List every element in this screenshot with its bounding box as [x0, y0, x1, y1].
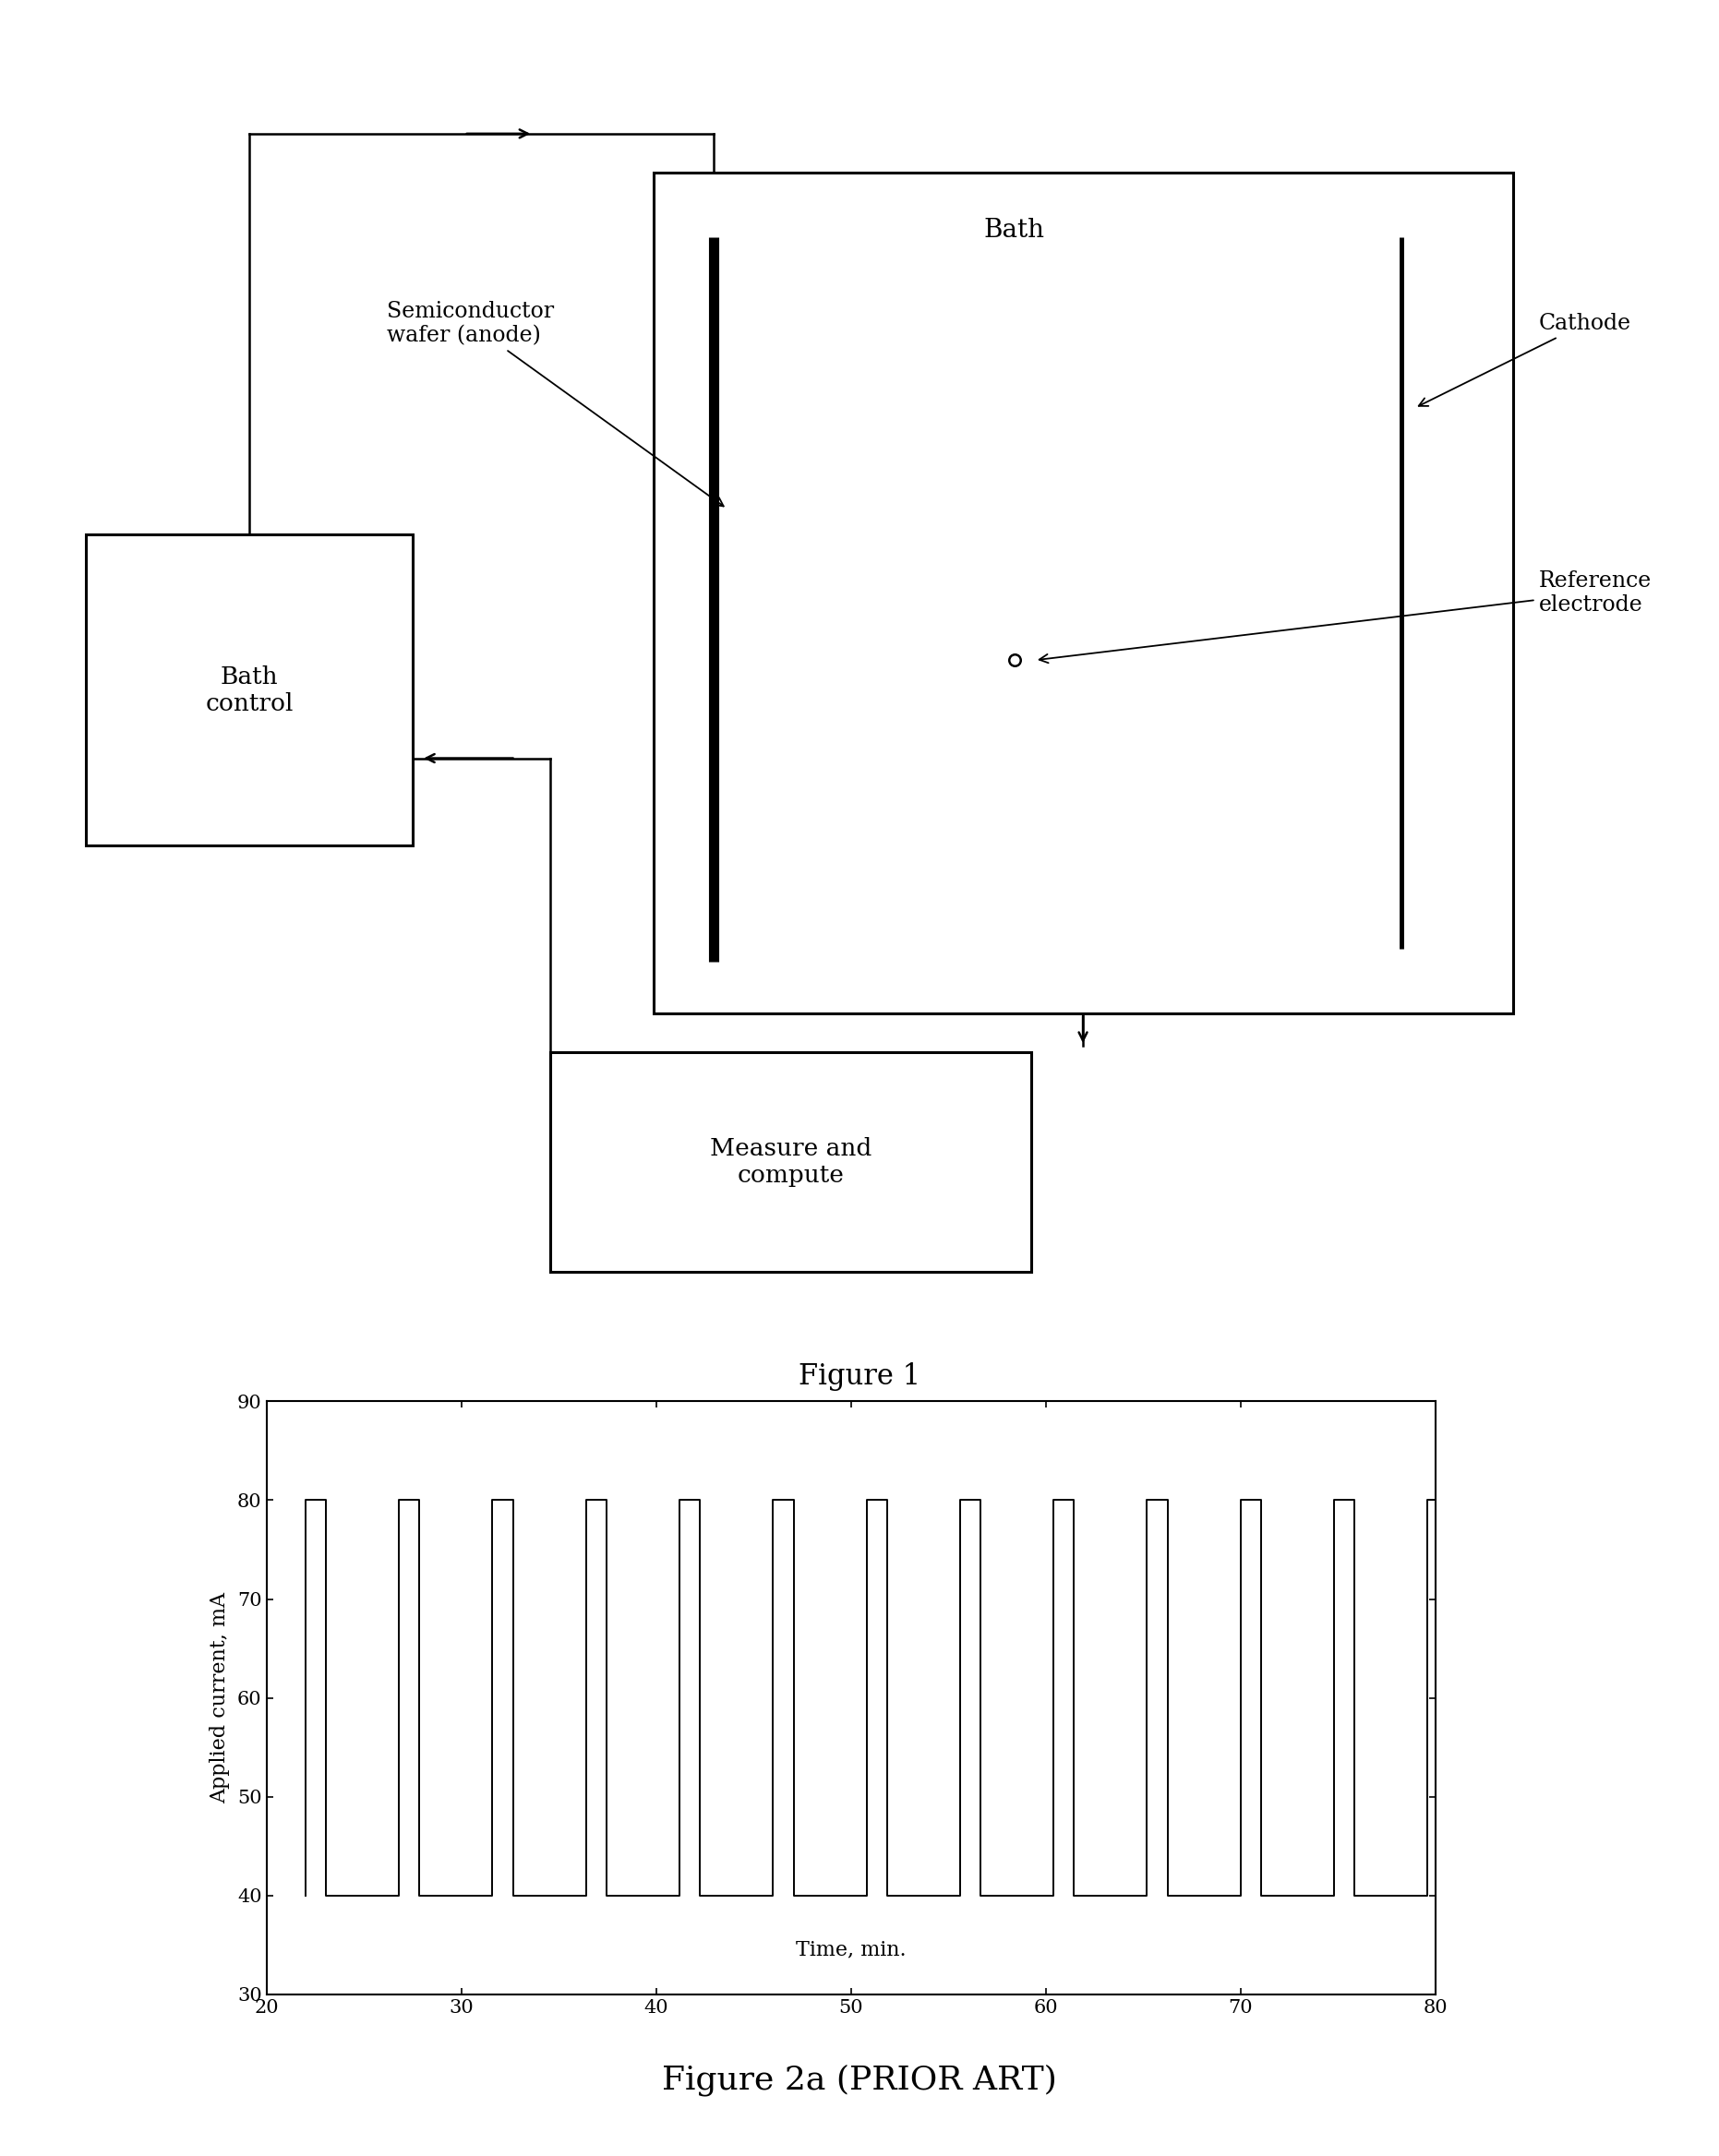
Bar: [550, 1052, 1031, 1272]
Text: Reference
electrode: Reference electrode: [1040, 569, 1652, 662]
Text: Bath
control: Bath control: [205, 664, 294, 716]
Text: Figure 1: Figure 1: [799, 1363, 920, 1391]
Y-axis label: Applied current, mA: Applied current, mA: [210, 1591, 230, 1805]
Text: Semiconductor
wafer (anode): Semiconductor wafer (anode): [387, 302, 724, 507]
Text: Cathode: Cathode: [1418, 313, 1631, 405]
Bar: [653, 172, 1513, 1013]
Text: Time, min.: Time, min.: [796, 1940, 906, 1960]
Text: Figure 2a (PRIOR ART): Figure 2a (PRIOR ART): [662, 2063, 1057, 2096]
Bar: [86, 535, 413, 845]
Text: Measure and
compute: Measure and compute: [710, 1136, 872, 1188]
Text: Bath: Bath: [983, 218, 1045, 244]
